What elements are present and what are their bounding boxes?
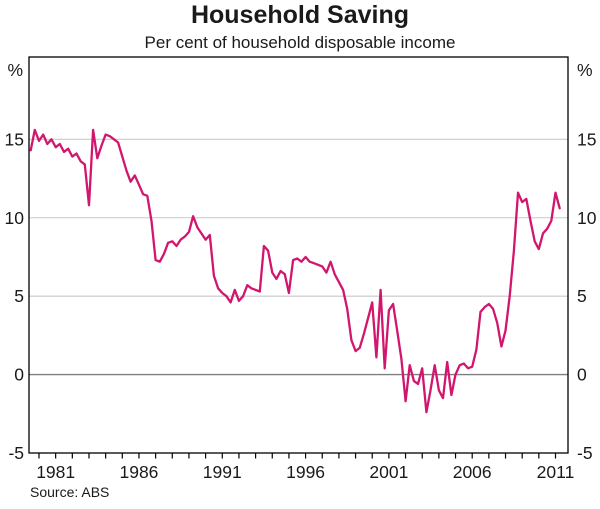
x-tick-label: 2006 [453, 462, 492, 482]
x-tick-label: 1986 [119, 462, 158, 482]
y-tick-label-right: -5 [577, 443, 593, 463]
y-tick-label-right: 0 [577, 365, 587, 385]
y-tick-label-left: 10 [5, 208, 25, 228]
chart-title: Household Saving [190, 1, 410, 29]
x-tick-label: 1996 [286, 462, 325, 482]
source-note: Source: ABS [30, 484, 110, 500]
y-tick-label-left: 15 [5, 129, 24, 149]
y-tick-label-left: 0 [14, 365, 24, 385]
y-tick-label-left: 5 [14, 286, 24, 306]
chart-subtitle: Per cent of household disposable income [144, 33, 456, 52]
y-tick-label-left: -5 [8, 443, 24, 463]
plot-frame [28, 56, 569, 454]
x-tick-label: 1991 [203, 462, 242, 482]
percent-label-right: % [577, 60, 593, 80]
x-tick-label: 1981 [36, 462, 75, 482]
saving-ratio-line [29, 128, 561, 414]
y-tick-label-right: 15 [577, 129, 596, 149]
percent-label-left: % [7, 60, 23, 80]
x-tick-label: 2011 [537, 462, 575, 482]
x-tick-label: 2001 [369, 462, 408, 482]
y-tick-label-right: 10 [577, 208, 597, 228]
y-tick-label-right: 5 [577, 286, 587, 306]
